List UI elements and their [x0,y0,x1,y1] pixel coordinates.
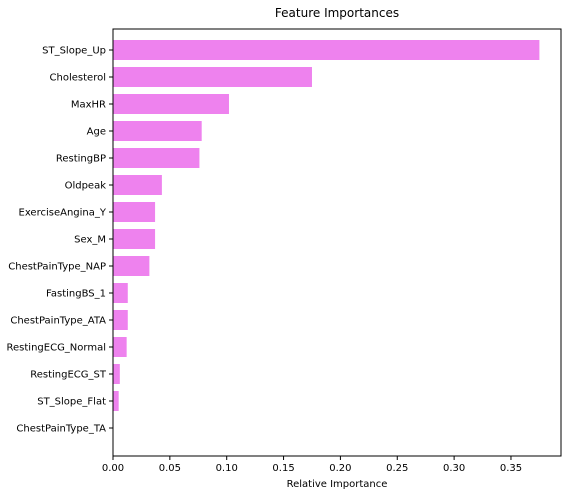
bar-chestpaintype-ata [113,310,128,330]
bar-st-slope-up [113,40,540,60]
y-axis-ticks: ST_Slope_Up Cholesterol MaxHR Age RestingBP O… [7,46,113,435]
y-tick-label-st-slope-flat: ST_Slope_Flat [37,397,106,408]
bar-restingbp [113,148,200,168]
y-tick-label-cholesterol: Cholesterol [50,73,106,84]
bar-exerciseangina-y [113,202,156,222]
bar-oldpeak [113,175,162,195]
y-tick-label-restingbp: RestingBP [56,154,106,165]
x-tick-label: 0.10 [216,463,238,474]
x-tick-label: 0.35 [500,463,522,474]
y-tick-label-oldpeak: Oldpeak [65,181,107,192]
bar-age [113,121,202,141]
bar-sex-m [113,229,156,249]
bar-maxhr [113,94,229,114]
bars-group [113,40,540,411]
x-tick-label: 0.00 [102,463,124,474]
y-tick-label-sex-m: Sex_M [74,235,106,246]
x-tick-label: 0.25 [386,463,408,474]
y-tick-label-chestpaintype-ta: ChestPainType_TA [16,424,106,435]
bar-restingecg-normal [113,337,127,357]
y-tick-label-chestpaintype-nap: ChestPainType_NAP [8,262,106,273]
y-tick-label-age: Age [87,127,106,138]
y-tick-label-maxhr: MaxHR [71,100,106,111]
y-tick-label-restingecg-normal: RestingECG_Normal [7,343,106,354]
y-tick-label-exerciseangina-y: ExerciseAngina_Y [19,208,107,219]
y-tick-label-restingecg-st: RestingECG_ST [30,370,107,381]
bar-cholesterol [113,67,312,87]
bar-chestpaintype-nap [113,256,150,276]
x-tick-label: 0.20 [329,463,351,474]
bar-restingecg-st [113,364,120,384]
x-tick-label: 0.15 [272,463,294,474]
y-tick-label-chestpaintype-ata: ChestPainType_ATA [10,316,106,327]
x-axis-ticks: 0.00 0.05 0.10 0.15 0.20 0.25 0.30 0.35 [102,456,522,474]
bar-fastingbs-1 [113,283,128,303]
x-tick-label: 0.05 [159,463,181,474]
chart-title: Feature Importances [275,6,399,20]
y-tick-label-fastingbs-1: FastingBS_1 [46,289,106,300]
bar-st-slope-flat [113,391,119,411]
plot-frame [112,28,562,457]
y-tick-label-st-slope-up: ST_Slope_Up [42,46,106,57]
x-tick-label: 0.30 [443,463,465,474]
x-axis-label: Relative Importance [287,479,388,490]
